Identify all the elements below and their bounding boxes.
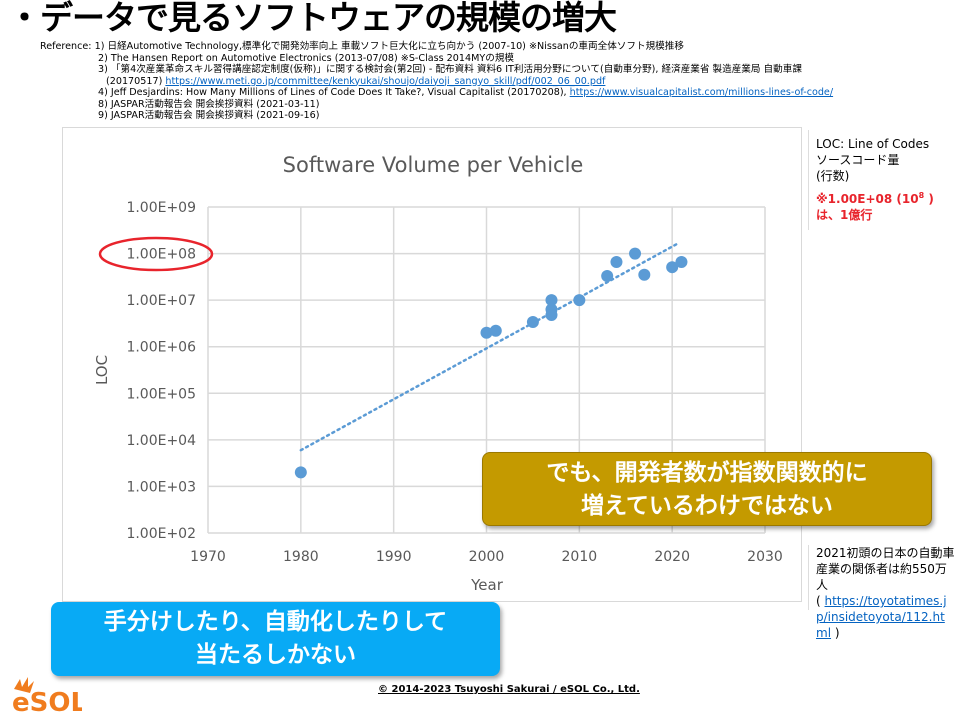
x-tick-label: 2030 [747, 549, 783, 565]
highlight-ellipse [98, 236, 214, 272]
y-tick-label: 1.00E+05 [126, 386, 196, 402]
loc-note-line: LOC: Line of Codes [816, 137, 930, 151]
reference-3-link[interactable]: https://www.meti.go.jp/committee/kenkyuk… [165, 75, 606, 87]
paren-open: ( [816, 594, 825, 608]
page-title: ・データで見るソフトウェアの規模の増大 [8, 0, 617, 37]
data-point [489, 324, 502, 337]
red-text-end: ) [924, 192, 934, 206]
reference-4-text: 4) Jeff Desjardins: How Many Millions of… [98, 87, 570, 98]
y-tick-label: 1.00E+02 [126, 526, 196, 542]
data-point [573, 294, 586, 307]
svg-text:eSOL: eSOL [12, 688, 82, 713]
workforce-text: 2021初頭の日本の自動車産業の関係者は約550万人 [816, 546, 955, 592]
data-point [675, 255, 688, 268]
data-point [545, 308, 558, 321]
data-point [610, 255, 623, 268]
callout-line: 増えているわけではない [581, 493, 833, 519]
data-point [666, 261, 679, 274]
data-point [629, 247, 642, 260]
divider [808, 545, 809, 610]
reference-9: 9) JASPAR活動報告会 開会挨拶資料 (2021-09-16) [98, 110, 320, 121]
trendline [299, 242, 679, 452]
reference-3-date: (20170517) [106, 75, 166, 87]
chart-panel: Software Volume per Vehicle 1970 1980 1990… [62, 127, 802, 602]
callout-line: 当たるしかない [195, 642, 356, 668]
y-tick-label: 1.00E+03 [126, 479, 196, 495]
y-tick-label: 1.00E+07 [126, 293, 196, 309]
callout-developers: でも、開発者数が指数関数的に 増えているわけではない [482, 452, 932, 526]
divider [808, 130, 809, 230]
esol-logo-icon: eSOL [12, 677, 87, 717]
data-point [545, 294, 558, 307]
loc-note-red: ※1.00E+08 (108 ) [816, 188, 934, 207]
data-point [526, 315, 539, 328]
data-point [638, 268, 651, 281]
loc-note-line: ソースコード量 [816, 153, 900, 167]
y-tick-label: 1.00E+08 [126, 247, 196, 263]
references: Reference: 1) 日経Automotive Technology,標準… [40, 41, 833, 122]
data-point [480, 326, 493, 339]
y-tick-label: 1.00E+06 [126, 340, 196, 356]
data-point [294, 466, 307, 479]
loc-note: LOC: Line of Codes ソースコード量 (行数) ※1.00E+0… [816, 136, 934, 223]
toyotatimes-link[interactable]: https://toyotatimes.jp/insidetoyota/112.… [816, 594, 947, 640]
reference-8: 8) JASPAR活動報告会 開会挨拶資料 (2021-03-11) [98, 98, 320, 110]
x-tick-label: 2000 [469, 549, 505, 565]
esol-logo: eSOL [10, 677, 87, 717]
loc-note-line: (行数) [816, 169, 850, 183]
red-sup: 8 [918, 191, 925, 200]
x-tick-label: 1970 [190, 549, 226, 565]
x-tick-label: 1980 [283, 549, 319, 565]
reference-3-cont: (20170517) https://www.meti.go.jp/commit… [40, 76, 833, 88]
callout-line: でも、開発者数が指数関数的に [546, 460, 868, 486]
reference-1: Reference: 1) 日経Automotive Technology,標準… [40, 41, 684, 52]
callout-automation: 手分けしたり、自動化したりして 当たるしかない [51, 602, 500, 676]
x-tick-label: 1990 [376, 549, 412, 565]
callout-line: 手分けしたり、自動化したりして [103, 609, 448, 635]
red-text: ※1.00E+08 (10 [816, 192, 919, 206]
y-tick-label: 1.00E+04 [126, 433, 196, 449]
x-tick-label: 2020 [654, 549, 690, 565]
scatter-chart: Software Volume per Vehicle 1970 1980 1990… [93, 153, 783, 594]
loc-note-red2: は、1億行 [816, 208, 873, 222]
paren-close: ) [831, 626, 840, 640]
copyright: © 2014-2023 Tsuyoshi Sakurai / eSOL Co.,… [378, 684, 640, 695]
data-point [601, 269, 614, 282]
y-axis-label: LOC [93, 355, 111, 385]
reference-2: 2) The Hansen Report on Automotive Elect… [98, 52, 515, 64]
reference-4-link[interactable]: https://www.visualcapitalist.com/million… [569, 87, 834, 98]
chart-title: Software Volume per Vehicle [283, 153, 584, 177]
y-tick-label: 1.00E+09 [126, 200, 196, 216]
reference-4: 4) Jeff Desjardins: How Many Millions of… [40, 87, 833, 99]
workforce-note: 2021初頭の日本の自動車産業の関係者は約550万人 ( https://toy… [816, 545, 956, 641]
x-tick-label: 2010 [562, 549, 598, 565]
reference-3: 3) 「第4次産業革命スキル習得講座認定制度(仮称)」に関する検討会(第2回) … [98, 64, 802, 75]
x-axis-label: Year [470, 576, 504, 594]
